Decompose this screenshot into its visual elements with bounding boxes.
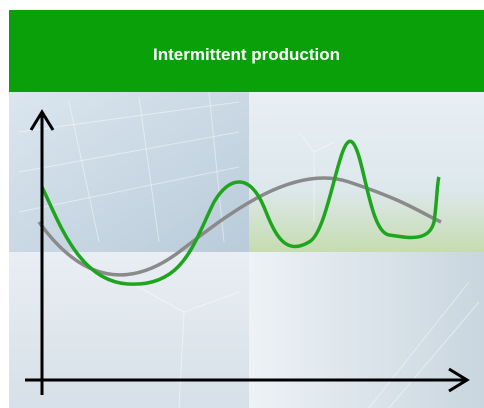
- header-banner: Intermittent production: [9, 10, 484, 92]
- x-axis-arrow: [448, 367, 470, 393]
- panel-texture: [18, 92, 480, 408]
- panel-wind: [249, 92, 484, 252]
- illustration: [9, 92, 484, 408]
- production-curve: [40, 139, 441, 286]
- panel-solar-2: [249, 252, 484, 408]
- panel-solar: [9, 92, 249, 252]
- demand-curve: [37, 176, 442, 277]
- y-axis-arrow: [29, 109, 55, 131]
- panel-wind-farm: [9, 252, 249, 408]
- title: Intermittent production: [153, 45, 340, 64]
